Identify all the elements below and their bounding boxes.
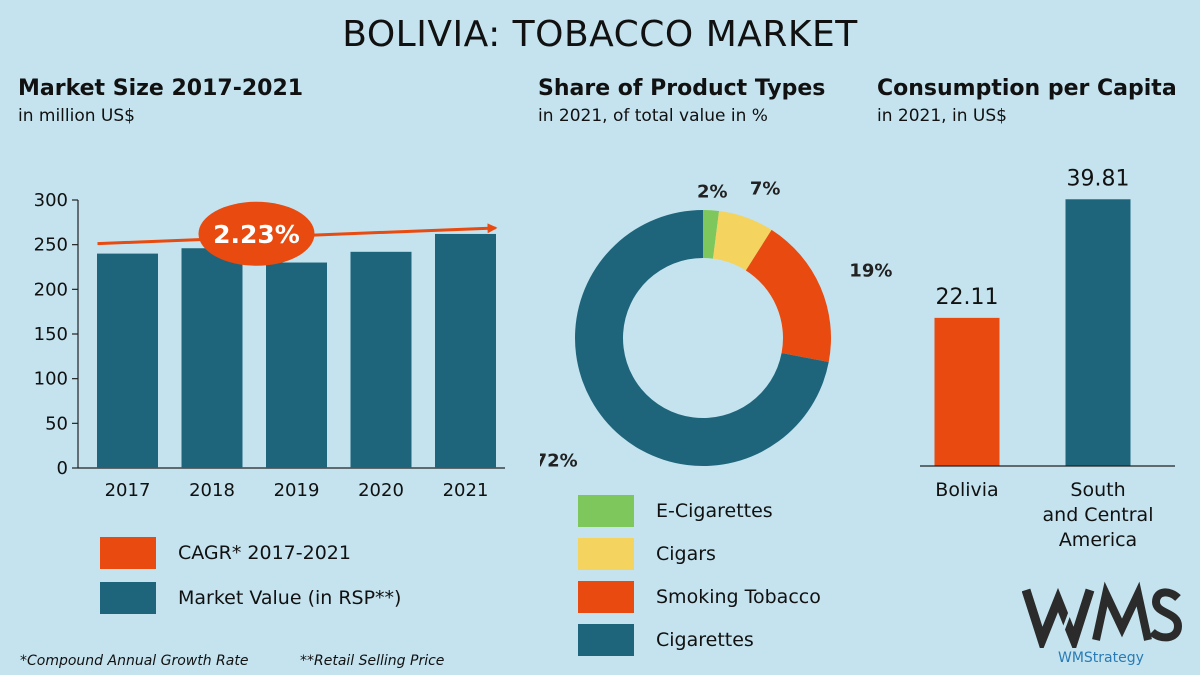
per-capita-category-label: South bbox=[1070, 479, 1125, 501]
share-title: Share of Product Types bbox=[538, 76, 826, 101]
footnote-rsp: **Retail Selling Price bbox=[300, 653, 445, 669]
per-capita-chart: 22.11 39.81 Bolivia South and Central Americ… bbox=[920, 166, 1175, 551]
donut-slice-cigarettes bbox=[575, 210, 829, 466]
x-tick-label-2019: 2019 bbox=[274, 480, 320, 501]
share-legend-label: E-Cigarettes bbox=[656, 500, 773, 522]
x-tick-label-2017: 2017 bbox=[105, 480, 151, 501]
donut-label-e-cigarettes: 2% bbox=[697, 181, 728, 202]
share-subtitle: in 2021, of total value in % bbox=[538, 106, 768, 126]
bar-2021 bbox=[435, 233, 496, 468]
share-legend-item-e-cigarettes: E-Cigarettes bbox=[578, 495, 773, 527]
wms-logo-icon bbox=[1022, 579, 1182, 648]
per-capita-category-label: and Central bbox=[1043, 504, 1154, 526]
y-tick-label: 250 bbox=[34, 235, 68, 256]
market-size-title: Market Size 2017-2021 bbox=[18, 76, 304, 101]
y-tick-label: 50 bbox=[45, 413, 68, 434]
per-capita-subtitle: in 2021, in US$ bbox=[877, 106, 1007, 126]
per-capita-category-label: America bbox=[1059, 529, 1137, 551]
per-capita-title: Consumption per Capita bbox=[877, 76, 1177, 101]
per-capita-value-label-1: 39.81 bbox=[1067, 166, 1130, 191]
share-donut-chart: 2% 7% 19% 72% bbox=[540, 178, 892, 472]
donut-slice-cigars bbox=[713, 211, 772, 271]
y-tick-label: 150 bbox=[34, 324, 68, 345]
legend-item-cagr: CAGR* 2017-2021 bbox=[100, 537, 351, 569]
share-legend-item-cigars: Cigars bbox=[578, 538, 716, 570]
per-capita-category-label: Bolivia bbox=[935, 479, 998, 501]
legend-item-market-value: Market Value (in RSP**) bbox=[100, 582, 401, 614]
bar-2018 bbox=[181, 248, 243, 468]
y-tick-label: 0 bbox=[57, 458, 68, 479]
bar-2019 bbox=[266, 262, 327, 468]
logo-text: WMStrategy bbox=[1058, 650, 1144, 666]
per-capita-bar-1 bbox=[1065, 199, 1131, 466]
donut-slice-e-cigarettes bbox=[703, 210, 720, 259]
legend-swatch-cagr bbox=[100, 537, 156, 569]
market-size-chart: 2017 2018 2019 2020 2021 050100150200250300 … bbox=[34, 190, 505, 501]
legend-swatch-market-value bbox=[100, 582, 156, 614]
donut-label-smoking-tobacco: 19% bbox=[849, 261, 892, 282]
y-tick-label: 300 bbox=[34, 190, 68, 211]
y-tick-label: 100 bbox=[34, 369, 68, 390]
footnote-cagr: *Compound Annual Growth Rate bbox=[20, 653, 249, 669]
donut-label-cigars: 7% bbox=[750, 178, 781, 199]
share-legend-swatch bbox=[578, 624, 634, 656]
x-tick-label-2021: 2021 bbox=[443, 480, 489, 501]
per-capita-value-label-0: 22.11 bbox=[936, 285, 999, 310]
bar-2020 bbox=[350, 251, 412, 468]
share-legend-swatch bbox=[578, 581, 634, 613]
share-legend-label: Smoking Tobacco bbox=[656, 586, 821, 608]
cagr-bubble bbox=[198, 201, 315, 266]
market-size-subtitle: in million US$ bbox=[18, 106, 135, 126]
share-legend-item-smoking-tobacco: Smoking Tobacco bbox=[578, 581, 821, 613]
x-tick-label-2018: 2018 bbox=[189, 480, 235, 501]
cagr-value-label: 2.23% bbox=[213, 220, 300, 249]
share-legend-swatch bbox=[578, 495, 634, 527]
per-capita-bar-0 bbox=[934, 317, 1000, 466]
y-tick-label: 200 bbox=[34, 279, 68, 300]
page-title: BOLIVIA: TOBACCO MARKET bbox=[342, 14, 858, 55]
share-legend-label: Cigars bbox=[656, 543, 716, 565]
share-legend-item-cigarettes: Cigarettes bbox=[578, 624, 754, 656]
share-legend-swatch bbox=[578, 538, 634, 570]
share-legend-label: Cigarettes bbox=[656, 629, 754, 651]
legend-label-market-value: Market Value (in RSP**) bbox=[178, 587, 402, 609]
bar-2017 bbox=[97, 253, 158, 468]
x-tick-label-2020: 2020 bbox=[358, 480, 404, 501]
donut-slice-smoking-tobacco bbox=[745, 229, 831, 362]
legend-label-cagr: CAGR* 2017-2021 bbox=[178, 542, 351, 564]
donut-label-cigarettes: 72% bbox=[540, 451, 578, 472]
